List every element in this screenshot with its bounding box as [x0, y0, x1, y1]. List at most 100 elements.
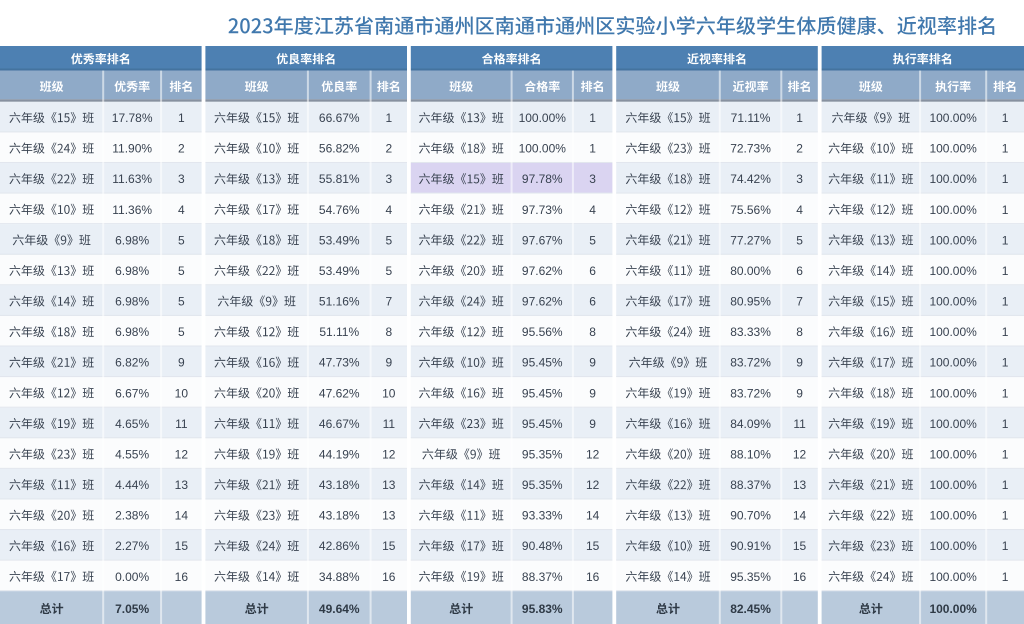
svg-text:11: 11 — [793, 417, 806, 431]
svg-text:74.42%: 74.42% — [730, 172, 771, 186]
svg-text:2.27%: 2.27% — [115, 539, 149, 553]
svg-text:100.00%: 100.00% — [929, 142, 977, 156]
svg-text:1: 1 — [1002, 295, 1009, 309]
svg-text:6.98%: 6.98% — [115, 295, 149, 309]
svg-text:97.62%: 97.62% — [522, 264, 563, 278]
svg-text:51.11%: 51.11% — [319, 325, 359, 339]
svg-text:3: 3 — [385, 172, 392, 186]
svg-text:1: 1 — [1002, 203, 1009, 217]
svg-text:1: 1 — [1002, 233, 1009, 247]
svg-text:3: 3 — [796, 172, 803, 186]
svg-text:88.37%: 88.37% — [730, 478, 771, 492]
svg-text:13: 13 — [382, 478, 396, 492]
svg-text:5: 5 — [385, 233, 392, 247]
svg-text:43.18%: 43.18% — [319, 509, 360, 523]
svg-text:9: 9 — [589, 417, 596, 431]
svg-text:8: 8 — [589, 325, 596, 339]
svg-text:6: 6 — [589, 295, 596, 309]
svg-text:88.10%: 88.10% — [730, 447, 771, 461]
svg-text:6.98%: 6.98% — [115, 233, 149, 247]
svg-text:12: 12 — [382, 447, 396, 461]
svg-text:100.00%: 100.00% — [519, 111, 567, 125]
svg-text:100.00%: 100.00% — [929, 539, 977, 553]
svg-text:100.00%: 100.00% — [929, 233, 977, 247]
svg-text:100.00%: 100.00% — [929, 203, 977, 217]
svg-text:5: 5 — [178, 295, 185, 309]
svg-text:16: 16 — [382, 570, 396, 584]
svg-text:1: 1 — [1002, 111, 1009, 125]
svg-text:1: 1 — [1002, 417, 1009, 431]
svg-text:84.09%: 84.09% — [730, 417, 771, 431]
svg-text:1: 1 — [589, 142, 596, 156]
svg-text:14: 14 — [586, 509, 600, 523]
svg-text:1: 1 — [1002, 325, 1009, 339]
svg-text:95.35%: 95.35% — [522, 447, 563, 461]
svg-text:14: 14 — [175, 509, 189, 523]
svg-text:4.65%: 4.65% — [115, 417, 149, 431]
svg-text:53.49%: 53.49% — [319, 233, 360, 247]
svg-text:0.00%: 0.00% — [115, 570, 149, 584]
svg-text:7: 7 — [385, 295, 392, 309]
svg-text:8: 8 — [796, 325, 803, 339]
svg-text:34.88%: 34.88% — [319, 570, 360, 584]
svg-text:44.19%: 44.19% — [319, 447, 360, 461]
svg-text:12: 12 — [586, 447, 600, 461]
svg-text:53.49%: 53.49% — [319, 264, 360, 278]
svg-text:54.76%: 54.76% — [319, 203, 360, 217]
svg-text:9: 9 — [385, 356, 392, 370]
svg-text:100.00%: 100.00% — [519, 142, 567, 156]
svg-text:93.33%: 93.33% — [522, 509, 563, 523]
svg-text:1: 1 — [1002, 539, 1009, 553]
svg-text:16: 16 — [586, 570, 600, 584]
svg-text:47.62%: 47.62% — [319, 386, 360, 400]
svg-text:95.45%: 95.45% — [522, 356, 563, 370]
svg-text:97.78%: 97.78% — [522, 172, 563, 186]
svg-text:82.45%: 82.45% — [730, 602, 771, 616]
svg-text:80.00%: 80.00% — [730, 264, 771, 278]
svg-text:97.62%: 97.62% — [522, 295, 563, 309]
svg-text:11.36%: 11.36% — [112, 203, 152, 217]
svg-text:100.00%: 100.00% — [929, 509, 977, 523]
svg-text:100.00%: 100.00% — [929, 325, 977, 339]
svg-text:7.05%: 7.05% — [115, 602, 149, 616]
svg-text:1: 1 — [1002, 570, 1009, 584]
svg-text:2: 2 — [178, 142, 185, 156]
svg-text:1: 1 — [589, 111, 596, 125]
svg-text:9: 9 — [796, 386, 803, 400]
svg-text:15: 15 — [793, 539, 807, 553]
svg-text:4.55%: 4.55% — [115, 447, 149, 461]
svg-text:100.00%: 100.00% — [929, 447, 977, 461]
svg-text:1: 1 — [1002, 386, 1009, 400]
svg-text:100.00%: 100.00% — [929, 264, 977, 278]
svg-text:4: 4 — [589, 203, 596, 217]
svg-text:100.00%: 100.00% — [929, 111, 977, 125]
svg-text:6.98%: 6.98% — [115, 325, 149, 339]
svg-text:12: 12 — [793, 447, 807, 461]
svg-text:77.27%: 77.27% — [730, 233, 771, 247]
svg-text:1: 1 — [1002, 142, 1009, 156]
svg-text:72.73%: 72.73% — [730, 142, 771, 156]
svg-text:5: 5 — [589, 233, 596, 247]
svg-text:5: 5 — [385, 264, 392, 278]
svg-text:90.48%: 90.48% — [522, 539, 563, 553]
svg-text:75.56%: 75.56% — [730, 203, 771, 217]
svg-text:95.35%: 95.35% — [522, 478, 563, 492]
svg-text:100.00%: 100.00% — [929, 172, 977, 186]
svg-text:9: 9 — [589, 386, 596, 400]
svg-text:49.64%: 49.64% — [319, 602, 360, 616]
svg-text:95.45%: 95.45% — [522, 386, 563, 400]
svg-text:9: 9 — [589, 356, 596, 370]
svg-text:2: 2 — [796, 142, 803, 156]
svg-text:43.18%: 43.18% — [319, 478, 360, 492]
svg-text:47.73%: 47.73% — [319, 356, 360, 370]
svg-text:11.63%: 11.63% — [112, 172, 152, 186]
svg-text:9: 9 — [796, 356, 803, 370]
svg-text:5: 5 — [178, 264, 185, 278]
svg-text:1: 1 — [1002, 356, 1009, 370]
svg-text:6.82%: 6.82% — [115, 356, 149, 370]
svg-text:4: 4 — [796, 203, 803, 217]
svg-text:88.37%: 88.37% — [522, 570, 563, 584]
svg-text:90.91%: 90.91% — [730, 539, 771, 553]
svg-text:12: 12 — [586, 478, 600, 492]
svg-text:46.67%: 46.67% — [319, 417, 360, 431]
